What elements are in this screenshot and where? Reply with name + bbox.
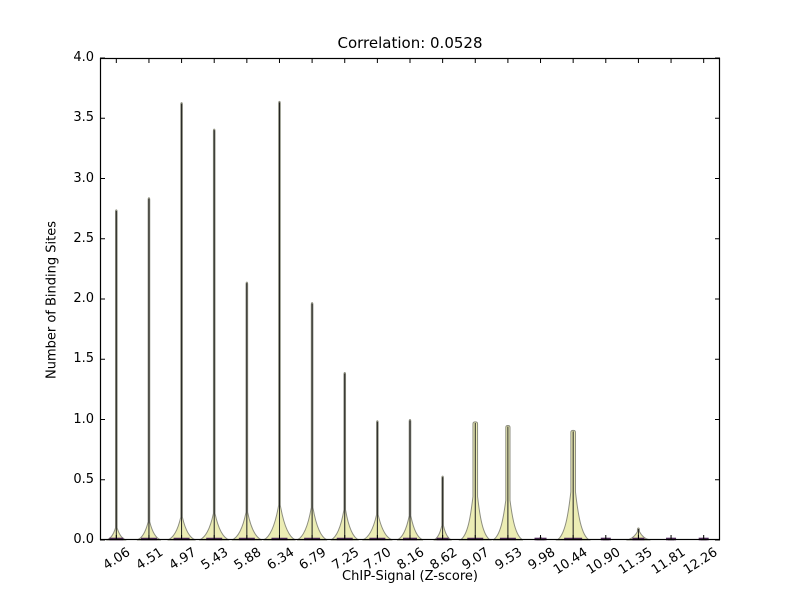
y-tick-label: 4.0 <box>73 50 94 65</box>
y-tick-label: 2.0 <box>73 291 94 306</box>
y-tick-label: 0.5 <box>73 471 94 487</box>
y-tick-label: 3.5 <box>73 110 94 126</box>
y-tick-label: 2.5 <box>73 230 94 246</box>
chart-title: Correlation: 0.0528 <box>337 34 483 52</box>
x-axis-label: ChIP-Signal (Z-score) <box>342 569 478 584</box>
y-tick-label: 3.0 <box>73 170 94 186</box>
y-tick-label: 1.0 <box>73 411 94 427</box>
y-tick-label: 0.0 <box>73 532 94 547</box>
y-tick-label: 1.5 <box>73 351 94 367</box>
